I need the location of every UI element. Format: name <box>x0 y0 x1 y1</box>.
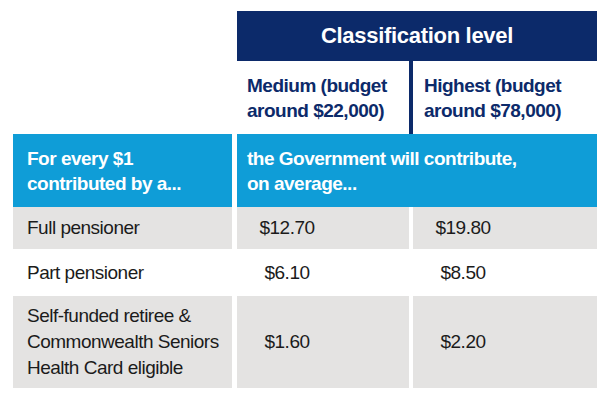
value-medium-text: $6.10 <box>237 262 337 284</box>
row-label-text: Full pensioner <box>27 217 139 239</box>
value-highest-text: $2.20 <box>413 331 513 353</box>
table-row-part-pensioner: Part pensioner $6.10 $8.50 <box>0 253 600 293</box>
value-medium: $6.10 <box>237 253 409 293</box>
column-divider <box>409 61 413 134</box>
value-medium: $1.60 <box>237 296 409 388</box>
value-highest-text: $19.80 <box>413 217 513 239</box>
row-label-line2: Commonwealth Seniors <box>27 329 219 355</box>
row-label: Part pensioner <box>13 253 232 293</box>
column-header-medium-line2: around $22,000) <box>247 98 409 123</box>
subheader-contributed-by: For every $1 contributed by a... <box>13 134 232 207</box>
subheader-right-line1: the Government will contribute, <box>247 146 597 171</box>
table-row-self-funded-retiree: Self-funded retiree & Commonwealth Senio… <box>0 296 600 388</box>
value-medium-text: $12.70 <box>237 217 337 239</box>
row-label: Self-funded retiree & Commonwealth Senio… <box>13 296 232 388</box>
row-label-line3: Health Card eligible <box>27 355 219 381</box>
subheader-left-line1: For every $1 <box>27 146 232 171</box>
classification-level-header: Classification level <box>237 11 597 61</box>
value-medium-text: $1.60 <box>237 331 337 353</box>
row-label: Full pensioner <box>13 207 232 249</box>
subheader-left-line2: contributed by a... <box>27 171 232 196</box>
column-header-medium: Medium (budget around $22,000) <box>247 61 409 134</box>
value-highest: $2.20 <box>413 296 597 388</box>
value-medium: $12.70 <box>237 207 409 249</box>
value-highest-text: $8.50 <box>413 262 513 284</box>
row-label-line1: Self-funded retiree & <box>27 303 219 329</box>
row-label-text: Part pensioner <box>27 262 144 284</box>
column-header-highest-line1: Highest (budget <box>424 73 597 98</box>
row-label-text: Self-funded retiree & Commonwealth Senio… <box>27 303 219 381</box>
value-highest: $8.50 <box>413 253 597 293</box>
subheader-right-line2: on average... <box>247 171 597 196</box>
value-highest: $19.80 <box>413 207 597 249</box>
subheader-government-contribution: the Government will contribute, on avera… <box>237 134 597 207</box>
column-header-medium-line1: Medium (budget <box>247 73 409 98</box>
contribution-table: Classification level Medium (budget arou… <box>0 0 600 400</box>
table-row-full-pensioner: Full pensioner $12.70 $19.80 <box>0 207 600 249</box>
column-header-highest-line2: around $78,000) <box>424 98 597 123</box>
column-header-highest: Highest (budget around $78,000) <box>424 61 597 134</box>
